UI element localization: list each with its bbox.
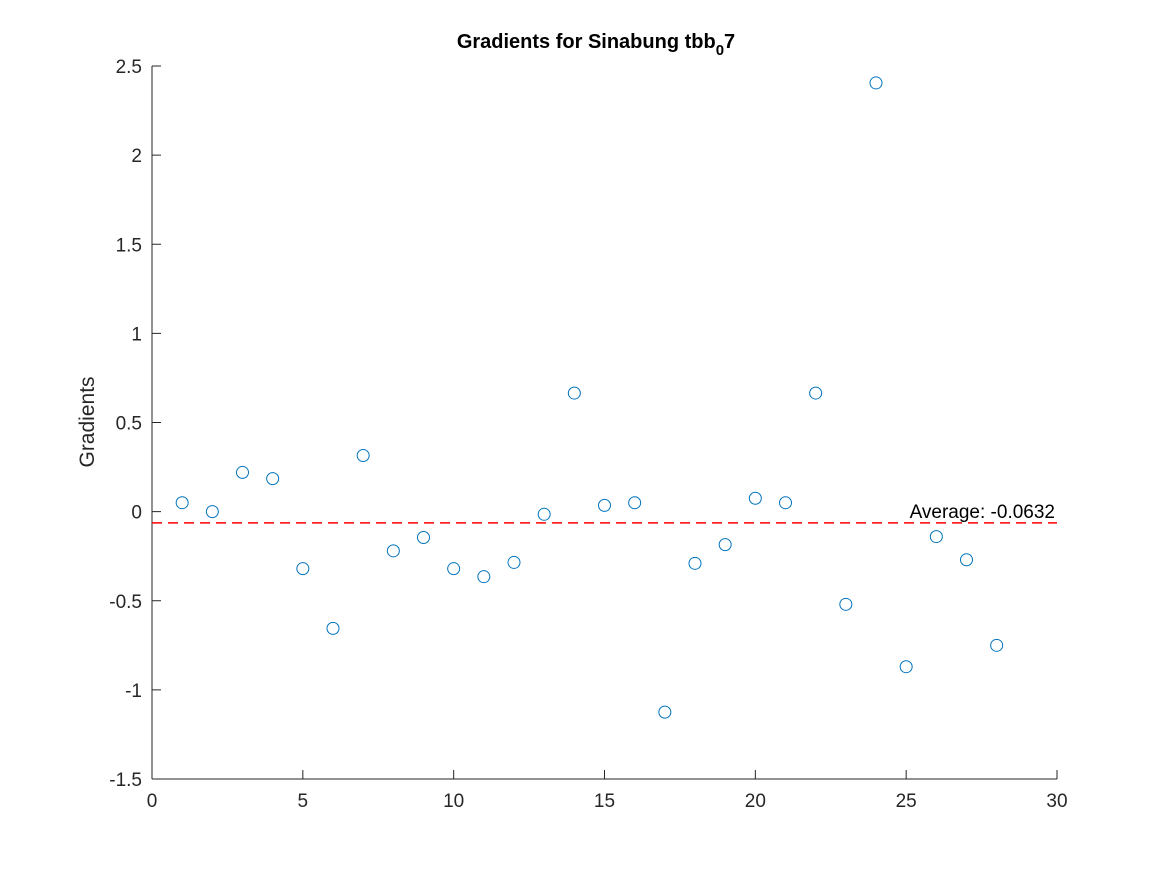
data-point (567, 386, 581, 400)
chart-title: Gradients for Sinabung tbb07 (457, 31, 735, 59)
data-point (990, 638, 1004, 652)
data-point (447, 562, 461, 576)
x-tick-label: 15 (594, 791, 615, 812)
y-tick-label: 2.5 (116, 57, 142, 78)
data-point (809, 386, 823, 400)
data-point (960, 553, 973, 567)
x-tick-label: 30 (1046, 791, 1067, 812)
data-point (628, 496, 642, 510)
y-tick-label: 1 (131, 324, 142, 345)
data-point (266, 472, 280, 486)
chart-title-suffix: 7 (724, 31, 735, 53)
data-point (356, 448, 370, 462)
data-point (537, 507, 551, 521)
data-point (658, 705, 672, 719)
average-label: Average: -0.0632 (910, 502, 1055, 523)
data-point (869, 76, 883, 90)
x-tick-label: 0 (147, 791, 158, 812)
data-point (296, 562, 310, 576)
x-tick-label: 10 (443, 791, 464, 812)
data-point (718, 538, 732, 552)
data-point (839, 597, 853, 611)
data-points (175, 76, 1004, 719)
data-point (175, 496, 189, 510)
chart-title-main: Gradients for Sinabung tbb (457, 31, 716, 53)
x-tick-label: 25 (896, 791, 917, 812)
y-axis-label: Gradients (76, 376, 99, 467)
y-tick-label: -1 (125, 681, 142, 702)
data-point (748, 491, 762, 505)
data-point (477, 570, 491, 584)
x-tick-label: 5 (298, 791, 309, 812)
data-point (417, 530, 430, 544)
y-tick-label: -1.5 (109, 770, 142, 791)
data-point (899, 660, 913, 674)
data-point (779, 496, 792, 510)
chart-title-subscript: 0 (716, 42, 724, 59)
average-line-group: Average: -0.0632 (152, 502, 1057, 524)
axes (151, 65, 1058, 780)
data-point (688, 556, 702, 570)
data-point (507, 555, 521, 569)
y-tick-label: 1.5 (116, 235, 142, 256)
tick-labels: 0 5 10 15 20 25 30 -1.5 -1 -0.5 0 0.5 1 1.5 2 2.5 (109, 57, 1067, 812)
y-tick-label: -0.5 (109, 592, 142, 613)
data-point (386, 544, 400, 558)
data-point (205, 505, 219, 519)
y-tick-label: 0.5 (116, 414, 142, 435)
y-tick-label: 2 (131, 146, 142, 167)
y-tick-label: 0 (131, 503, 142, 524)
x-tick-label: 20 (745, 791, 766, 812)
data-point (236, 465, 249, 479)
data-point (326, 621, 340, 635)
data-point (929, 530, 943, 544)
data-point (598, 498, 611, 512)
